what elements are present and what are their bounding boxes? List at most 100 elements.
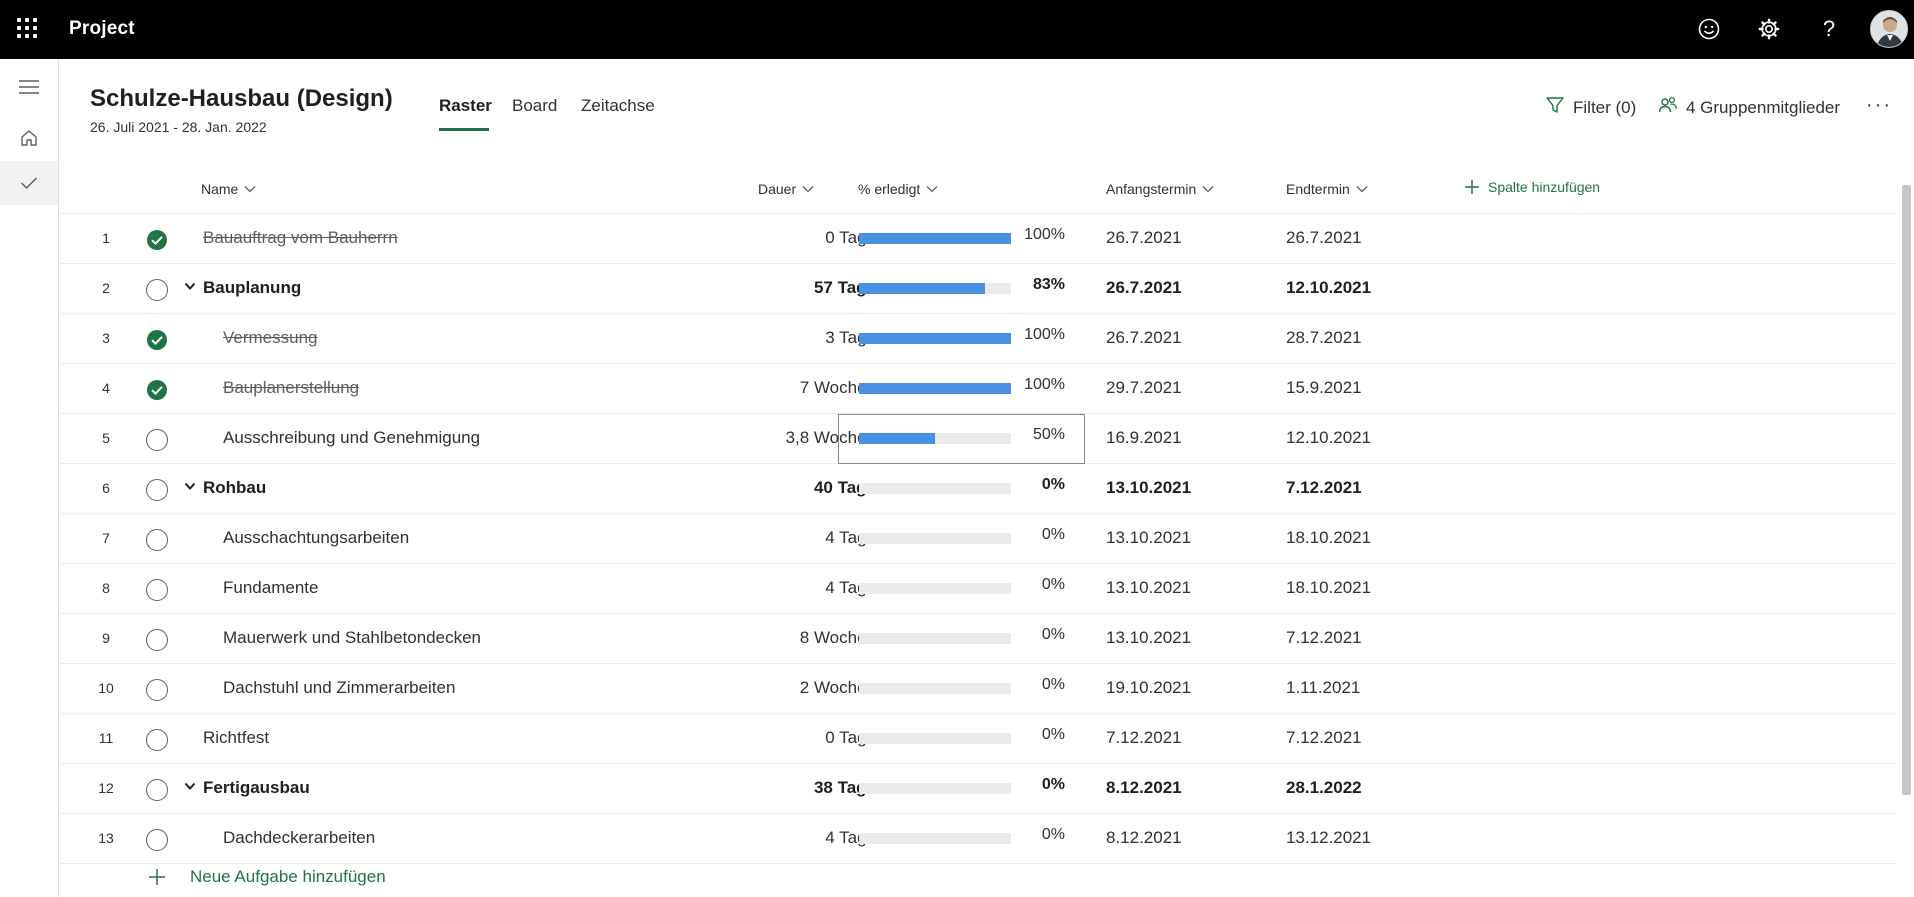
task-name[interactable]: Bauauftrag vom Bauherrn: [203, 228, 398, 247]
task-start-date[interactable]: 13.10.2021: [1106, 628, 1192, 647]
column-header-end[interactable]: Endtermin: [1286, 181, 1368, 197]
tab-zeitachse[interactable]: Zeitachse: [581, 96, 655, 115]
empty-circle-icon[interactable]: [146, 529, 168, 551]
task-name[interactable]: Fertigausbau: [203, 778, 310, 797]
task-percent[interactable]: 0%: [1041, 626, 1065, 643]
add-column-button[interactable]: Spalte hinzufügen: [1464, 179, 1600, 195]
task-end-date[interactable]: 7.12.2021: [1286, 628, 1362, 647]
more-options-button[interactable]: ···: [1866, 94, 1892, 116]
task-start-date[interactable]: 26.7.2021: [1106, 328, 1182, 347]
add-task-button[interactable]: Neue Aufgabe hinzufügen: [148, 867, 386, 887]
task-duration[interactable]: 8 Wochen: [799, 628, 876, 647]
task-percent[interactable]: 83%: [1032, 276, 1065, 293]
check-circle-icon[interactable]: [146, 379, 168, 401]
task-end-date[interactable]: 12.10.2021: [1286, 428, 1372, 447]
task-end-date[interactable]: 18.10.2021: [1286, 578, 1372, 597]
tab-raster[interactable]: Raster: [439, 96, 492, 115]
empty-circle-icon[interactable]: [146, 429, 168, 451]
table-row[interactable]: 5 Ausschreibung und Genehmigung 3,8 Wochen…: [60, 414, 1896, 464]
task-start-date[interactable]: 7.12.2021: [1106, 728, 1182, 747]
task-percent[interactable]: 0%: [1041, 476, 1065, 493]
empty-circle-icon[interactable]: [146, 679, 168, 701]
task-end-date[interactable]: 15.9.2021: [1286, 378, 1362, 397]
table-row[interactable]: 7 Ausschachtungsarbeiten 4 Tage 0% 13.10.202…: [60, 514, 1896, 564]
avatar[interactable]: [1870, 10, 1908, 48]
task-name[interactable]: Ausschreibung und Genehmigung: [223, 428, 481, 447]
task-percent[interactable]: 0%: [1041, 676, 1065, 693]
checkmark-icon[interactable]: [0, 161, 58, 205]
task-duration[interactable]: 7 Wochen: [799, 378, 876, 397]
empty-circle-icon[interactable]: [146, 579, 168, 601]
task-start-date[interactable]: 13.10.2021: [1106, 478, 1192, 497]
app-title[interactable]: Project: [69, 18, 135, 39]
task-end-date[interactable]: 28.1.2022: [1286, 778, 1362, 797]
task-duration[interactable]: 3,8 Wochen: [785, 428, 876, 447]
task-name[interactable]: Bauplanung: [203, 278, 302, 297]
task-end-date[interactable]: 13.12.2021: [1286, 828, 1372, 847]
column-header-name[interactable]: Name: [201, 181, 256, 197]
task-percent[interactable]: 0%: [1041, 826, 1065, 843]
empty-circle-icon[interactable]: [146, 629, 168, 651]
task-duration[interactable]: 2 Wochen: [799, 678, 876, 697]
check-circle-icon[interactable]: [146, 229, 168, 251]
chevron-down-icon[interactable]: [184, 778, 196, 794]
table-row[interactable]: 13 Dachdeckerarbeiten 4 Tage 0% 8.12.2021 13.…: [60, 814, 1896, 864]
chevron-down-icon[interactable]: [184, 478, 196, 494]
task-start-date[interactable]: 8.12.2021: [1106, 778, 1182, 797]
task-name[interactable]: Richtfest: [203, 728, 270, 747]
task-start-date[interactable]: 19.10.2021: [1106, 678, 1192, 697]
filter-button[interactable]: Filter (0): [1545, 95, 1636, 120]
smiley-icon[interactable]: [1694, 14, 1724, 44]
table-row[interactable]: 3 Vermessung 3 Tage 100% 26.7.2021 28.7.2021: [60, 314, 1896, 364]
task-end-date[interactable]: 26.7.2021: [1286, 228, 1362, 247]
table-row[interactable]: 11 Richtfest 0 Tage 0% 7.12.2021 7.12.2021: [60, 714, 1896, 764]
home-icon[interactable]: [0, 116, 58, 160]
task-percent[interactable]: 0%: [1041, 776, 1065, 793]
scrollbar-thumb[interactable]: [1902, 185, 1911, 795]
task-end-date[interactable]: 28.7.2021: [1286, 328, 1362, 347]
task-start-date[interactable]: 29.7.2021: [1106, 378, 1182, 397]
task-name[interactable]: Dachstuhl und Zimmerarbeiten: [223, 678, 456, 697]
task-start-date[interactable]: 26.7.2021: [1106, 228, 1182, 247]
task-percent[interactable]: 0%: [1041, 526, 1065, 543]
task-start-date[interactable]: 8.12.2021: [1106, 828, 1182, 847]
empty-circle-icon[interactable]: [146, 279, 168, 301]
task-name[interactable]: Rohbau: [203, 478, 267, 497]
empty-circle-icon[interactable]: [146, 829, 168, 851]
table-row[interactable]: 2 Bauplanung 57 Tage 83% 26.7.2021 12.10.2021: [60, 264, 1896, 314]
task-end-date[interactable]: 7.12.2021: [1286, 728, 1362, 747]
task-end-date[interactable]: 1.11.2021: [1286, 678, 1361, 697]
table-row[interactable]: 6 Rohbau 40 Tage 0% 13.10.2021 7.12.2021: [60, 464, 1896, 514]
hamburger-icon[interactable]: [0, 65, 58, 109]
empty-circle-icon[interactable]: [146, 779, 168, 801]
task-percent[interactable]: 100%: [1024, 226, 1065, 243]
gear-icon[interactable]: [1754, 14, 1784, 44]
task-percent[interactable]: 50%: [1032, 426, 1065, 443]
task-percent[interactable]: 0%: [1041, 576, 1065, 593]
column-header-duration[interactable]: Dauer: [758, 181, 814, 197]
task-end-date[interactable]: 12.10.2021: [1286, 278, 1372, 297]
task-name[interactable]: Vermessung: [223, 328, 318, 347]
column-header-start[interactable]: Anfangstermin: [1106, 181, 1214, 197]
task-name[interactable]: Bauplanerstellung: [223, 378, 360, 397]
members-button[interactable]: 4 Gruppenmitglieder: [1658, 95, 1840, 120]
empty-circle-icon[interactable]: [146, 729, 168, 751]
task-start-date[interactable]: 13.10.2021: [1106, 528, 1192, 547]
help-icon[interactable]: ?: [1822, 16, 1836, 41]
table-row[interactable]: 12 Fertigausbau 38 Tage 0% 8.12.2021 28.1.202…: [60, 764, 1896, 814]
task-percent[interactable]: 0%: [1041, 726, 1065, 743]
table-row[interactable]: 4 Bauplanerstellung 7 Wochen 100% 29.7.2021 1…: [60, 364, 1896, 414]
table-row[interactable]: 9 Mauerwerk und Stahlbetondecken 8 Wochen 0…: [60, 614, 1896, 664]
table-row[interactable]: 1 Bauauftrag vom Bauherrn 0 Tage 100% 26.7.2…: [60, 214, 1896, 264]
task-percent[interactable]: 100%: [1024, 326, 1065, 343]
selected-cell[interactable]: [838, 414, 1085, 464]
table-row[interactable]: 8 Fundamente 4 Tage 0% 13.10.2021 18.10.2021: [60, 564, 1896, 614]
vertical-scrollbar[interactable]: [1899, 165, 1914, 897]
check-circle-icon[interactable]: [146, 329, 168, 351]
tab-board[interactable]: Board: [512, 96, 558, 115]
task-name[interactable]: Fundamente: [223, 578, 319, 597]
task-name[interactable]: Dachdeckerarbeiten: [223, 828, 376, 847]
waffle-icon[interactable]: [17, 18, 39, 40]
task-start-date[interactable]: 26.7.2021: [1106, 278, 1182, 297]
task-name[interactable]: Mauerwerk und Stahlbetondecken: [223, 628, 481, 647]
